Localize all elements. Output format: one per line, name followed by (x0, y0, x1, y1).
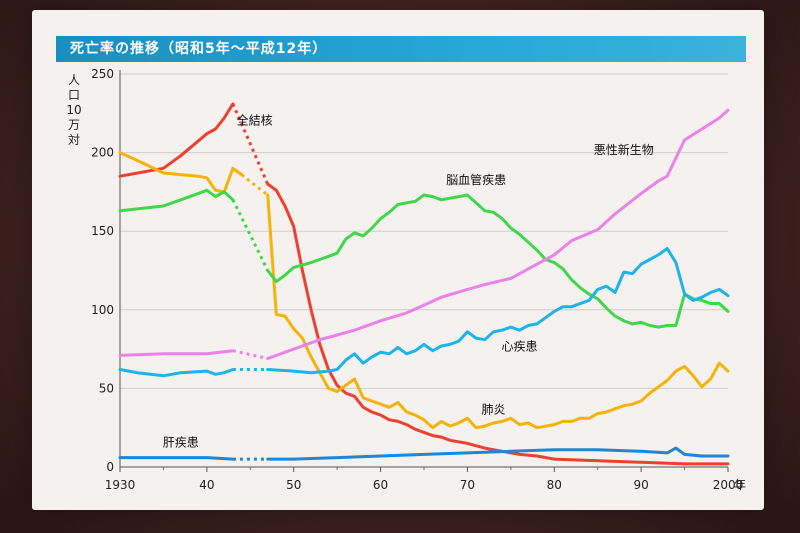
y-axis-label-char: 10 (66, 103, 81, 117)
x-unit-label: 年 (734, 478, 746, 492)
y-tick-label: 100 (91, 303, 114, 317)
series-line-肺炎 (118, 151, 244, 194)
series-label: 心疾患 (502, 339, 538, 354)
series-gap-結核 (231, 103, 270, 185)
x-tick-label: 60 (373, 478, 388, 492)
series-label: 全結核 (237, 112, 273, 127)
x-tick-label: 1930 (105, 478, 136, 492)
series-line-脳血管疾患 (266, 193, 730, 329)
y-axis-label-char: 万 (68, 118, 80, 132)
series-line-結核 (266, 182, 730, 466)
y-tick-label: 0 (106, 460, 114, 474)
y-axis-label-char: 口 (68, 88, 80, 102)
x-tick-label: 40 (199, 478, 214, 492)
y-axis-label-char: 人 (68, 73, 80, 87)
series-label: 脳血管疾患 (446, 172, 506, 187)
y-axis-label-char: 対 (68, 133, 80, 147)
x-tick-label: 90 (634, 478, 649, 492)
series-label: 悪性新生物 (594, 142, 654, 157)
y-tick-label: 50 (99, 381, 114, 395)
series-line-肝疾患 (266, 446, 730, 461)
chart-title: 死亡率の推移（昭和5年～平成12年） (56, 36, 746, 62)
series-line-結核 (118, 102, 235, 178)
series-line-脳血管疾患 (118, 188, 235, 213)
series-line-悪性新生物 (266, 108, 730, 360)
series-gap-肺炎 (240, 173, 269, 197)
x-tick-label: 50 (286, 478, 301, 492)
series-gap-脳血管疾患 (231, 199, 270, 272)
series-gap-悪性新生物 (232, 349, 268, 360)
series-label: 肝疾患 (163, 435, 199, 450)
series-line-肝疾患 (118, 456, 235, 461)
y-tick-label: 250 (91, 67, 114, 81)
x-tick-label: 80 (547, 478, 562, 492)
series-line-肺炎 (266, 193, 730, 430)
series-label: 肺炎 (481, 403, 505, 417)
x-tick-label: 2000 (713, 478, 744, 492)
series-line-心疾患 (118, 368, 235, 378)
series-line-悪性新生物 (118, 349, 235, 357)
x-tick-label: 70 (460, 478, 475, 492)
y-tick-label: 150 (91, 224, 114, 238)
projected-slide (32, 10, 764, 510)
series-line-心疾患 (266, 247, 730, 375)
y-tick-label: 200 (91, 146, 114, 160)
